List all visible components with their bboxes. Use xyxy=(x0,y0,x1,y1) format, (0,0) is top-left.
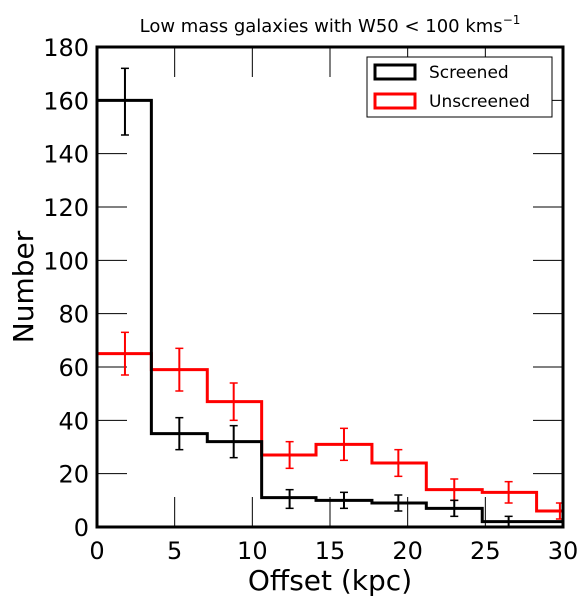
chart-title-superscript: −1 xyxy=(503,13,521,27)
x-tick-label-6: 30 xyxy=(548,537,579,565)
x-axis-label: Offset (kpc) xyxy=(248,564,412,597)
legend-label-unscreened: Unscreened xyxy=(429,92,530,112)
x-tick-label-0: 0 xyxy=(89,537,104,565)
y-tick-label-3: 60 xyxy=(58,354,89,382)
series-screened-steps xyxy=(97,98,563,524)
x-tick-label-3: 15 xyxy=(315,537,346,565)
legend-swatch-screened xyxy=(373,63,417,81)
y-tick-label-6: 120 xyxy=(43,194,89,222)
plot-frame xyxy=(95,45,565,529)
legend-label-screened: Screened xyxy=(429,63,509,83)
x-tick-label-2: 10 xyxy=(237,537,268,565)
y-tick-label-1: 20 xyxy=(58,461,89,489)
y-tick-label-9: 180 xyxy=(43,34,89,62)
y-tick-label-4: 80 xyxy=(58,301,89,329)
x-tick-label-5: 25 xyxy=(470,537,501,565)
y-tick-label-2: 40 xyxy=(58,407,89,435)
plot-area: 0 5 10 15 20 25 30 0 20 40 60 80 100 120 140 160 180 xyxy=(43,34,578,565)
legend: Screened Unscreened xyxy=(366,56,553,118)
y-tick-label-8: 160 xyxy=(43,87,89,115)
y-axis-label: Number xyxy=(7,230,40,343)
chart-title: Low mass galaxies with W50 < 100 kms−1 xyxy=(140,13,521,37)
x-tick-label-1: 5 xyxy=(167,537,182,565)
y-tick-label-5: 100 xyxy=(43,247,89,275)
x-tick-label-4: 20 xyxy=(392,537,423,565)
legend-swatch-unscreened xyxy=(373,92,417,110)
y-tick-label-0: 0 xyxy=(74,514,89,542)
y-tick-label-7: 140 xyxy=(43,141,89,169)
